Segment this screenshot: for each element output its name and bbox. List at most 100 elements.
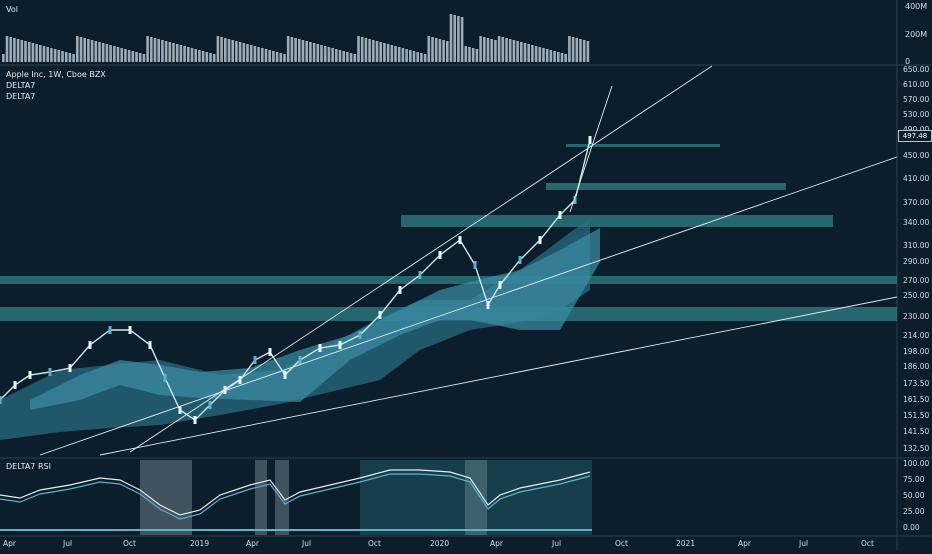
volume-bar [335,49,338,62]
volume-bar [442,40,445,62]
volume-bar [53,49,57,62]
volume-bar [505,38,508,62]
sr-band [0,276,897,284]
volume-bar [434,38,438,62]
volume-bar [338,50,342,62]
volume-bar [316,44,320,62]
volume-bar [39,45,42,62]
time-axis-label: Apr [490,539,504,548]
volume-bar [227,39,231,62]
vol-axis-0: 0 [905,57,911,66]
rsi-shade [275,460,289,535]
candle [378,311,382,319]
volume-bar [24,41,27,62]
volume-bar [157,39,160,62]
volume-bar [101,43,105,62]
volume-bar [568,36,571,62]
volume-bar [575,38,579,62]
volume-bar [560,53,564,62]
rsi-title[interactable]: DELTA7 RSI [6,462,51,471]
volume-bar [294,38,297,62]
volume-bar [523,43,527,62]
volume-bar [220,37,223,62]
volume-bar [309,42,312,62]
candle [318,344,322,352]
rsi-shade-bull [360,460,592,535]
volume-bar [83,38,86,62]
volume-bar [249,45,253,62]
volume-bar [268,50,271,62]
price-axis-label: 132.50 [903,444,929,453]
volume-bar [401,48,405,62]
volume-bar [527,44,530,62]
volume-bar [261,48,264,62]
volume-bar [61,51,64,62]
candle [573,196,577,204]
candle [223,386,227,394]
volume-bar [305,41,308,62]
candle [48,368,52,376]
volume-bar [94,41,98,62]
price-axis-label: 530.00 [903,110,929,119]
volume-bar [579,39,582,62]
volume-bar [212,54,216,62]
price-axis-label: 650.00 [903,65,929,74]
rsi-axis-label: 25.00 [903,507,925,516]
volume-bar [586,41,590,62]
volume-bar [449,14,453,62]
volume-bar [494,40,497,62]
volume-bar [290,37,294,62]
volume-bar [416,52,419,62]
volume-bar [175,44,179,62]
volume-bar [50,48,53,62]
time-axis-label: Oct [123,539,136,548]
volume-bar [205,52,209,62]
volume-bar [534,46,538,62]
volume-bar [542,48,545,62]
volume-bar [224,38,227,62]
time-axis-label: Jul [62,539,72,548]
volume-bar [238,42,242,62]
volume-bar [383,43,386,62]
volume-bar [283,54,286,62]
volume-bar [457,16,460,62]
volume-bar [16,39,20,62]
volume-bar [320,45,323,62]
price-axis-label: 151.50 [903,411,929,420]
candle [163,374,167,382]
volume-bar [468,47,471,62]
symbol-legend[interactable]: Apple Inc, 1W, Cboe BZX [6,70,106,79]
trend-line [39,156,898,456]
volume-bar [105,44,109,62]
volume-bar [275,52,279,62]
candle [193,416,197,424]
volume-bar [298,39,301,62]
volume-bar [98,42,101,62]
candle [458,236,462,244]
rsi-shade [255,460,267,535]
indicator-legend-2[interactable]: DELTA7 [6,92,36,101]
rsi-shade [140,460,192,535]
volume-bar [508,39,512,62]
candle [486,301,490,309]
indicator-legend-1[interactable]: DELTA7 [6,81,36,90]
volume-bar [127,50,131,62]
volume-bar [531,45,534,62]
volume-bar [164,41,168,62]
price-axis-label: 310.00 [903,241,929,250]
volume-bar [301,40,305,62]
volume-bar [216,36,220,62]
candle [238,376,242,384]
volume-bar [327,47,331,62]
volume-bar [582,40,586,62]
volume-bar [5,36,9,62]
candle [358,331,362,339]
volume-bar [124,49,127,62]
price-axis-label: 570.00 [903,95,929,104]
candle [498,281,502,289]
volume-bar [209,53,212,62]
trend-line [129,65,713,453]
volume-bar [497,36,501,62]
